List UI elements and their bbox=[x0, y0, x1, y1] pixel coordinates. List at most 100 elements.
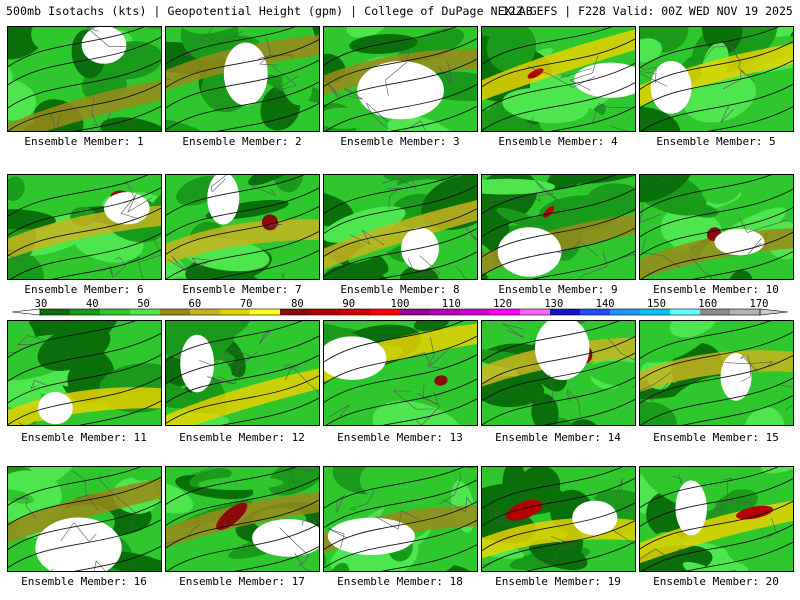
colorbar-tick-label: 160 bbox=[698, 298, 717, 310]
isotach-map-graphic bbox=[324, 467, 477, 571]
ensemble-member-map bbox=[481, 320, 636, 426]
isotach-map-graphic bbox=[640, 321, 793, 425]
colorbar-swatch bbox=[460, 309, 491, 315]
header-run-info: 12Z GEFS | F228 Valid: 00Z WED NOV 19 20… bbox=[502, 4, 793, 18]
colorbar-swatch bbox=[520, 309, 551, 315]
ensemble-member-map bbox=[165, 320, 320, 426]
colorbar-tick-label: 140 bbox=[596, 298, 615, 310]
ensemble-member-map bbox=[323, 466, 478, 572]
colorbar-swatch bbox=[130, 309, 161, 315]
colorbar-tick-label: 170 bbox=[750, 298, 769, 310]
colorbar-swatch bbox=[700, 309, 731, 315]
isotach-map-graphic bbox=[482, 467, 635, 571]
isotach-map-graphic bbox=[640, 467, 793, 571]
colorbar-swatch bbox=[220, 309, 251, 315]
ensemble-member-caption: Ensemble Member: 4 bbox=[498, 135, 618, 148]
isotach-map-graphic bbox=[8, 175, 161, 279]
colorbar-swatch bbox=[100, 309, 131, 315]
colorbar-swatch bbox=[310, 309, 341, 315]
ensemble-member-map bbox=[323, 26, 478, 132]
ensemble-member-caption: Ensemble Member: 14 bbox=[495, 431, 621, 444]
ensemble-member-map bbox=[481, 26, 636, 132]
ensemble-member-caption: Ensemble Member: 18 bbox=[337, 575, 463, 588]
ensemble-member-caption: Ensemble Member: 16 bbox=[21, 575, 147, 588]
isotach-map-graphic bbox=[166, 321, 319, 425]
colorbar-tick-label: 130 bbox=[544, 298, 563, 310]
colorbar-tick-label: 80 bbox=[291, 298, 304, 310]
colorbar-tick-label: 40 bbox=[86, 298, 99, 310]
ensemble-member-map bbox=[7, 320, 162, 426]
isotach-colorbar: 30 40 50 60 70 80 90 100 110 120 130 140 150 160 170 bbox=[0, 297, 800, 321]
ensemble-member-caption: Ensemble Member: 20 bbox=[653, 575, 779, 588]
ensemble-member-map bbox=[481, 174, 636, 280]
colorbar-swatch bbox=[580, 309, 611, 315]
colorbar-swatch bbox=[640, 309, 671, 315]
isotach-map-graphic bbox=[640, 175, 793, 279]
ensemble-member-caption: Ensemble Member: 9 bbox=[498, 283, 618, 296]
ensemble-member-map bbox=[165, 466, 320, 572]
isotach-map-graphic bbox=[482, 321, 635, 425]
isotach-map-graphic bbox=[8, 27, 161, 131]
isotach-map-graphic bbox=[482, 27, 635, 131]
ensemble-member-caption: Ensemble Member: 2 bbox=[182, 135, 302, 148]
isotach-map-graphic bbox=[324, 321, 477, 425]
ensemble-member-caption: Ensemble Member: 19 bbox=[495, 575, 621, 588]
isotach-map-graphic bbox=[8, 467, 161, 571]
ensemble-member-map bbox=[323, 174, 478, 280]
colorbar-swatch bbox=[670, 309, 701, 315]
ensemble-member-map bbox=[7, 174, 162, 280]
isotach-map-graphic bbox=[166, 175, 319, 279]
ensemble-member-map bbox=[639, 174, 794, 280]
colorbar-tick-label: 150 bbox=[647, 298, 666, 310]
ensemble-member-map bbox=[639, 466, 794, 572]
isotach-map-graphic bbox=[324, 175, 477, 279]
ensemble-member-caption: Ensemble Member: 6 bbox=[24, 283, 144, 296]
colorbar-swatch bbox=[40, 309, 71, 315]
ensemble-member-caption: Ensemble Member: 11 bbox=[21, 431, 147, 444]
ensemble-member-map bbox=[165, 26, 320, 132]
ensemble-member-caption: Ensemble Member: 17 bbox=[179, 575, 305, 588]
colorbar-tick-label: 50 bbox=[137, 298, 150, 310]
colorbar-swatch bbox=[370, 309, 401, 315]
isotach-map-graphic bbox=[166, 467, 319, 571]
colorbar-swatch bbox=[70, 309, 101, 315]
ensemble-member-map bbox=[481, 466, 636, 572]
ensemble-member-caption: Ensemble Member: 12 bbox=[179, 431, 305, 444]
ensemble-member-map bbox=[639, 26, 794, 132]
isotach-map-graphic bbox=[8, 321, 161, 425]
ensemble-member-map bbox=[639, 320, 794, 426]
colorbar-tick-label: 120 bbox=[493, 298, 512, 310]
isotach-map-graphic bbox=[166, 27, 319, 131]
header-title: 500mb Isotachs (kts) | Geopotential Heig… bbox=[6, 4, 533, 18]
ensemble-member-map bbox=[7, 466, 162, 572]
ensemble-member-map bbox=[165, 174, 320, 280]
colorbar-swatch bbox=[490, 309, 521, 315]
ensemble-member-caption: Ensemble Member: 7 bbox=[182, 283, 302, 296]
colorbar-tick-label: 70 bbox=[240, 298, 253, 310]
colorbar-swatch bbox=[340, 309, 371, 315]
colorbar-swatch bbox=[160, 309, 191, 315]
colorbar-tick-label: 100 bbox=[391, 298, 410, 310]
colorbar-swatch bbox=[190, 309, 221, 315]
colorbar-tick-label: 90 bbox=[342, 298, 355, 310]
colorbar-swatch bbox=[550, 309, 581, 315]
colorbar-tick-label: 60 bbox=[189, 298, 202, 310]
ensemble-member-caption: Ensemble Member: 5 bbox=[656, 135, 776, 148]
ensemble-member-caption: Ensemble Member: 1 bbox=[24, 135, 144, 148]
isotach-map-graphic bbox=[482, 175, 635, 279]
ensemble-member-caption: Ensemble Member: 8 bbox=[340, 283, 460, 296]
colorbar-graphic: 30 40 50 60 70 80 90 100 110 120 130 140 150 160 170 bbox=[11, 298, 789, 316]
colorbar-swatch bbox=[280, 309, 311, 315]
colorbar-swatch bbox=[730, 309, 761, 315]
isotach-map-graphic bbox=[324, 27, 477, 131]
colorbar-swatch bbox=[610, 309, 641, 315]
ensemble-member-caption: Ensemble Member: 13 bbox=[337, 431, 463, 444]
colorbar-tick-label: 110 bbox=[442, 298, 461, 310]
ensemble-member-caption: Ensemble Member: 3 bbox=[340, 135, 460, 148]
colorbar-swatch bbox=[430, 309, 461, 315]
isotach-map-graphic bbox=[640, 27, 793, 131]
ensemble-member-map bbox=[7, 26, 162, 132]
colorbar-tick-label: 30 bbox=[35, 298, 48, 310]
colorbar-swatch bbox=[250, 309, 281, 315]
ensemble-member-map bbox=[323, 320, 478, 426]
